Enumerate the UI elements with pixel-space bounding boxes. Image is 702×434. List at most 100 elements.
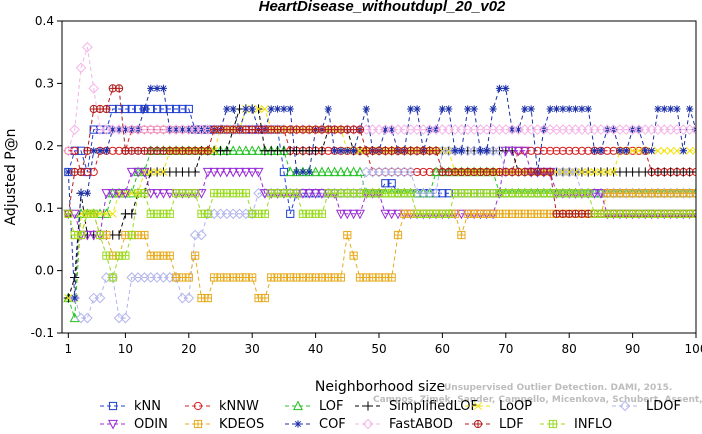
data-point-ldf <box>204 147 212 155</box>
data-point-odin <box>69 209 80 220</box>
data-point-loop <box>596 168 605 176</box>
data-point-inflo <box>128 231 136 239</box>
data-point-kdeos <box>692 189 696 197</box>
data-point-kdeos <box>343 231 351 239</box>
data-point-knn <box>286 209 295 218</box>
legend-label: kNN <box>134 399 161 414</box>
data-point-cof <box>185 125 193 134</box>
data-point-cof <box>584 105 592 113</box>
legend-label: ODIN <box>134 417 168 432</box>
data-point-fastabod <box>75 62 87 74</box>
data-point-loop <box>108 209 117 218</box>
data-point-knn <box>184 104 193 114</box>
data-point-odin <box>513 146 524 157</box>
data-point-cof <box>622 147 630 155</box>
data-point-odin <box>228 167 239 178</box>
data-point-loop <box>153 168 162 176</box>
x-tick-label: 90 <box>625 342 640 356</box>
legend-label: kNNW <box>219 399 259 414</box>
data-point-odin <box>158 189 169 199</box>
data-point-inflo <box>692 210 696 218</box>
data-point-loop <box>254 105 263 113</box>
data-point-odin <box>139 167 150 178</box>
data-point-cof <box>552 105 561 113</box>
data-point-ldf <box>77 168 85 176</box>
data-point-cof <box>679 147 687 155</box>
data-point-loop <box>609 168 618 176</box>
data-point-cof <box>280 105 288 113</box>
data-point-loop <box>356 146 364 155</box>
data-point-odin <box>209 167 220 178</box>
data-point-cof <box>438 105 446 113</box>
data-point-knnw <box>565 146 574 155</box>
data-point-cof <box>337 147 345 155</box>
data-point-cof <box>223 105 231 113</box>
data-point-inflo <box>204 210 212 218</box>
data-point-knnw <box>393 167 403 177</box>
data-point-cof <box>305 168 313 176</box>
data-point-inflo <box>292 189 301 197</box>
y-tick-label: 0.1 <box>35 201 54 215</box>
data-point-odin <box>392 209 404 220</box>
series-simplifiedlof <box>63 104 696 303</box>
data-point-cof <box>654 105 662 113</box>
legend-label: INFLO <box>574 417 612 432</box>
data-point-inflo <box>407 189 415 197</box>
legend-marker <box>294 420 302 428</box>
data-point-cof <box>178 125 187 134</box>
legend-item-ldof: LDOF <box>612 399 681 414</box>
series-layer <box>63 41 696 324</box>
legend-marker <box>474 402 482 410</box>
x-tick-label: 1 <box>65 342 73 356</box>
legend-item-knn: kNN <box>100 399 161 414</box>
data-point-knn <box>153 104 162 114</box>
data-point-odin <box>196 189 207 199</box>
data-point-knn <box>387 179 396 188</box>
data-point-ldof <box>183 292 195 304</box>
legend-marker <box>292 400 304 411</box>
data-point-simplifiedlof <box>317 146 327 156</box>
legend-item-inflo: INFLO <box>540 417 612 432</box>
data-point-lof <box>234 145 245 155</box>
data-point-ldf <box>546 168 554 176</box>
data-point-simplifiedlof <box>222 146 232 156</box>
x-tick-label: 40 <box>308 342 323 356</box>
data-point-loop <box>260 105 269 113</box>
data-point-loop <box>628 146 637 155</box>
y-tick-label: -0.1 <box>31 326 54 340</box>
credit-line-2: Campos, Zimek, Sander, Campello, Micenko… <box>373 395 702 405</box>
x-tick-label: 30 <box>245 342 260 356</box>
data-point-cof <box>571 105 580 113</box>
data-point-cof <box>267 105 275 113</box>
data-point-cof <box>71 294 79 302</box>
data-point-kdeos <box>457 231 466 239</box>
data-point-knnw <box>546 146 555 155</box>
legend-item-knnw: kNNW <box>185 399 259 414</box>
data-point-cof <box>331 147 339 155</box>
data-point-cof <box>565 105 573 113</box>
data-point-knnw <box>400 167 409 177</box>
data-point-odin <box>348 209 359 220</box>
data-point-cof <box>686 105 694 113</box>
data-point-odin <box>386 209 397 220</box>
data-point-cof <box>381 125 389 134</box>
data-point-ldof <box>430 187 442 199</box>
data-point-odin <box>240 167 251 178</box>
data-point-cof <box>140 105 149 113</box>
data-point-knnw <box>153 125 162 134</box>
y-axis: -0.1 0.0 0.1 0.2 0.3 0.4 <box>31 14 62 340</box>
data-point-fastabod <box>82 41 93 53</box>
data-point-odin <box>221 167 232 178</box>
y-axis-label: Adjusted P@n <box>3 128 19 225</box>
data-point-lof <box>342 166 353 177</box>
data-point-cof <box>660 105 668 113</box>
data-point-cof <box>578 105 586 113</box>
data-point-cof <box>483 147 491 155</box>
data-point-knnw <box>146 125 155 134</box>
data-point-cof <box>115 125 123 134</box>
data-point-knn <box>178 104 187 114</box>
data-point-cof <box>508 125 516 134</box>
data-point-ldof <box>69 292 80 304</box>
data-point-fastabod <box>690 124 696 135</box>
